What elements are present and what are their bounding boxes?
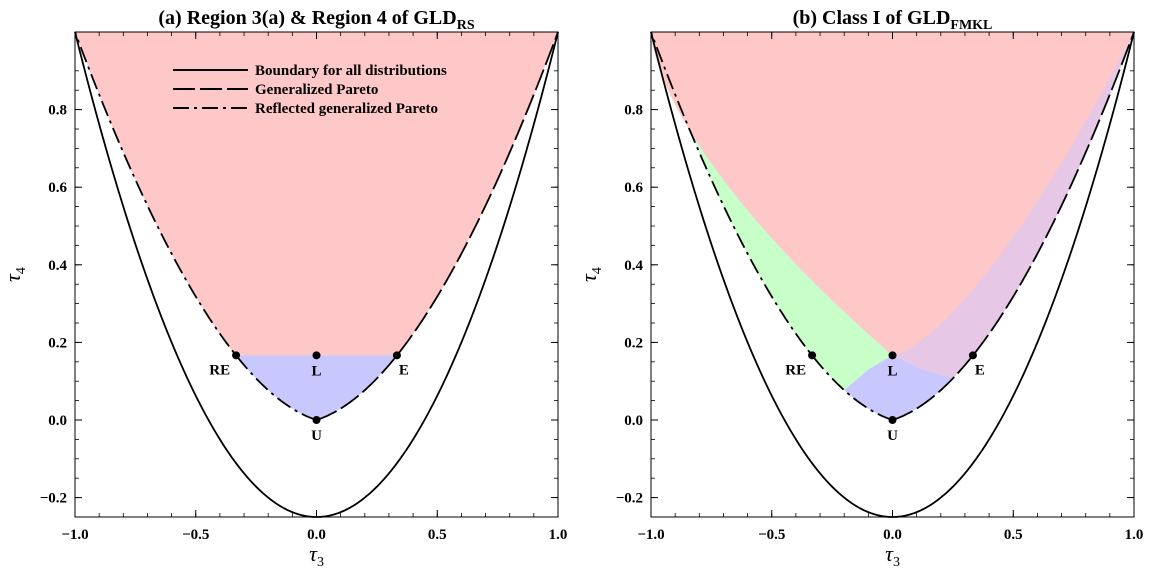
curve-dash-dot bbox=[74, 31, 317, 421]
x-tick-label: −0.5 bbox=[758, 527, 785, 543]
panel-b-ticks: −1.0 −0.5 0.0 0.5 1.0 −0.2 0.0 0.2 0.4 0.6 0.8 bbox=[616, 32, 1144, 543]
x-tick-label: 0.0 bbox=[883, 527, 902, 543]
region-upper bbox=[75, 32, 558, 356]
panel-a-points: RE L E U bbox=[209, 351, 409, 444]
legend-label: Boundary for all distributions bbox=[255, 63, 447, 79]
panel-a-xlabel: τ3 bbox=[309, 541, 324, 570]
y-tick-label: 0.4 bbox=[48, 258, 67, 274]
panel-a-ticks: −1.0 −0.5 0.0 0.5 1.0 −0.2 0.0 0.2 0.4 0.6 0.8 bbox=[40, 32, 568, 543]
point-re bbox=[232, 351, 241, 360]
panel-a: −1.0 −0.5 0.0 0.5 1.0 −0.2 0.0 0.2 0.4 0.6 0.8 RE L… bbox=[0, 7, 567, 570]
x-tick-label: −1.0 bbox=[637, 527, 664, 543]
point-l bbox=[888, 351, 897, 360]
panel-b-xlabel: τ3 bbox=[885, 541, 900, 570]
y-tick-label: 0.2 bbox=[624, 335, 643, 351]
point-re bbox=[808, 351, 817, 360]
x-tick-label: −0.5 bbox=[182, 527, 209, 543]
point-l bbox=[312, 351, 321, 360]
point-label-re: RE bbox=[209, 362, 230, 378]
y-tick-label: −0.2 bbox=[616, 491, 643, 507]
y-tick-label: 0.2 bbox=[48, 335, 67, 351]
y-tick-label: 0.8 bbox=[624, 103, 643, 119]
panel-a-regions bbox=[75, 32, 558, 420]
y-tick-label: 0.6 bbox=[48, 180, 67, 196]
curve-long-dash bbox=[316, 31, 559, 421]
legend-label: Generalized Pareto bbox=[255, 82, 378, 98]
panel-b-ylabel: τ4 bbox=[576, 267, 605, 282]
x-tick-label: 0.0 bbox=[307, 527, 326, 543]
panel-b-regions bbox=[651, 32, 1134, 420]
point-label-re: RE bbox=[785, 362, 806, 378]
x-tick-label: 0.5 bbox=[428, 527, 447, 543]
x-tick-label: 1.0 bbox=[1125, 527, 1144, 543]
panel-a-legend: Boundary for all distributions Generalize… bbox=[173, 63, 447, 117]
point-label-l: L bbox=[311, 363, 321, 379]
curve-dash-dot bbox=[650, 31, 893, 421]
panel-a-ylabel: τ4 bbox=[0, 267, 29, 282]
panel-b-title: (b) Class I of GLDFMKL bbox=[793, 7, 993, 33]
y-tick-label: 0.6 bbox=[624, 180, 643, 196]
y-tick-label: −0.2 bbox=[40, 491, 67, 507]
region-left-wedge bbox=[651, 32, 893, 391]
x-tick-label: 1.0 bbox=[549, 527, 568, 543]
region-upper bbox=[651, 32, 1134, 356]
point-label-u: U bbox=[311, 428, 322, 444]
y-tick-label: 0.8 bbox=[48, 103, 67, 119]
point-label-e: E bbox=[399, 362, 409, 378]
panel-a-title: (a) Region 3(a) & Region 4 of GLDRS bbox=[158, 7, 474, 33]
point-u bbox=[888, 416, 897, 424]
panel-b-points: RE L E U bbox=[785, 351, 985, 444]
point-label-u: U bbox=[887, 428, 898, 444]
y-tick-label: 0.0 bbox=[624, 413, 643, 429]
region-lower bbox=[236, 355, 397, 420]
panel-b: −1.0 −0.5 0.0 0.5 1.0 −0.2 0.0 0.2 0.4 0.6 0.8 RE L… bbox=[576, 7, 1143, 570]
legend-label: Reflected generalized Pareto bbox=[255, 101, 438, 117]
curve-long-dash bbox=[892, 31, 1135, 421]
x-tick-label: −1.0 bbox=[61, 527, 88, 543]
point-u bbox=[312, 416, 321, 424]
point-e bbox=[968, 351, 977, 360]
point-e bbox=[392, 351, 401, 360]
y-tick-label: 0.0 bbox=[48, 413, 67, 429]
x-tick-label: 0.5 bbox=[1004, 527, 1023, 543]
point-label-l: L bbox=[887, 363, 897, 379]
y-tick-label: 0.4 bbox=[624, 258, 643, 274]
point-label-e: E bbox=[975, 362, 985, 378]
